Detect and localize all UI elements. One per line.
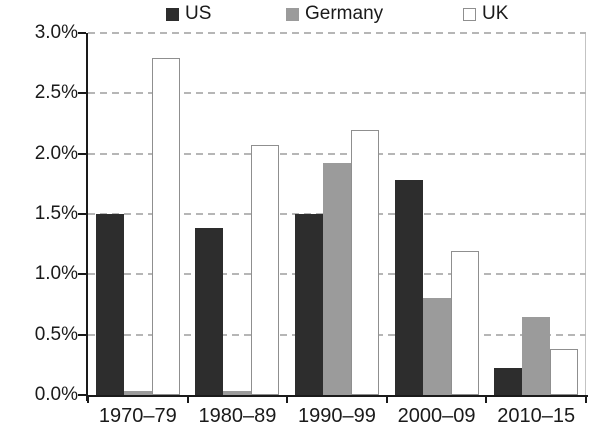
y-tick-mark [78, 213, 86, 215]
y-tick-label: 0.5% [34, 323, 78, 345]
bar-uk-2010-15 [550, 349, 579, 395]
y-tick-mark [78, 92, 86, 95]
y-tick-label: 0.0% [34, 384, 78, 405]
y-tick-label: 1.0% [34, 263, 78, 285]
bar-us-2010-15 [494, 368, 523, 395]
legend-swatch-us-icon [166, 7, 179, 21]
x-category-label-1990-99: 1990–99 [298, 405, 376, 427]
bar-uk-1990-99 [351, 129, 379, 395]
x-axis-line [86, 395, 588, 397]
x-tick-mark [87, 395, 89, 403]
gridline-3.0 [88, 32, 586, 34]
y-tick-label: 3.0% [34, 22, 78, 43]
legend-swatch-uk-icon [463, 7, 476, 21]
bar-germany-2000-09 [422, 298, 451, 395]
x-tick-mark [485, 395, 488, 403]
x-category-label-1970-79: 1970–79 [98, 405, 177, 427]
y-tick-label: 1.5% [34, 203, 78, 224]
bar-germany-1990-99 [323, 163, 351, 395]
y-tick-mark [78, 32, 86, 34]
bar-germany-1980-89 [223, 391, 252, 395]
x-tick-mark [186, 395, 189, 403]
bar-germany-2010-15 [522, 316, 551, 395]
legend-swatch-germany-icon [286, 7, 299, 21]
plot-area [78, 32, 588, 403]
bar-uk-2000-09 [450, 251, 479, 395]
x-category-label-2010-15: 2010–15 [497, 405, 576, 427]
x-tick-mark [585, 395, 587, 403]
y-tick-mark [78, 152, 86, 155]
bar-uk-1980-89 [251, 145, 280, 395]
bar-us-2000-09 [394, 180, 423, 395]
legend-label-germany: Germany [305, 3, 384, 24]
x-tick-mark [385, 395, 388, 403]
x-category-label-2000-09: 2000–09 [397, 405, 476, 427]
bar-us-1990-99 [295, 214, 323, 395]
gridline-2.5 [88, 92, 586, 95]
gridline-2.0 [88, 152, 586, 155]
x-category-label-1980-89: 1980–89 [198, 405, 277, 427]
bar-germany-1970-79 [123, 391, 152, 395]
bar-us-1980-89 [195, 228, 224, 395]
legend-item-uk: UK [463, 4, 508, 24]
legend-label-uk: UK [482, 3, 509, 24]
y-tick-mark [78, 394, 86, 396]
legend-item-us: US [166, 4, 211, 24]
y-tick-label: 2.0% [34, 142, 78, 164]
y-axis-line [86, 33, 88, 401]
y-tick-label: 2.5% [34, 82, 78, 104]
y-tick-mark [78, 273, 86, 276]
legend-label-us: US [185, 3, 212, 24]
bar-us-1970-79 [95, 214, 124, 395]
x-tick-mark [286, 395, 289, 403]
y-tick-mark [78, 333, 86, 336]
legend-item-germany: Germany [286, 4, 383, 24]
bar-uk-1970-79 [151, 58, 180, 395]
